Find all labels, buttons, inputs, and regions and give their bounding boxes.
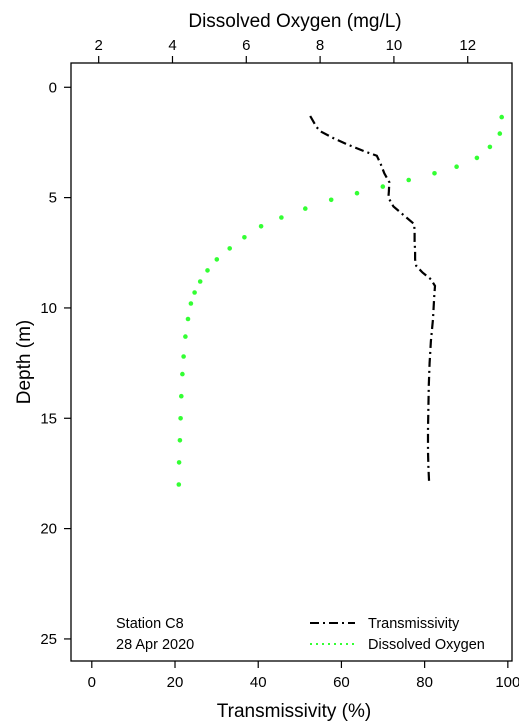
bottom-tick-label: 20 [167, 674, 184, 691]
top-tick-label: 12 [459, 37, 476, 54]
depth-tick-label: 10 [40, 300, 57, 317]
top-axis-title: Dissolved Oxygen (mg/L) [188, 11, 401, 32]
station-label: Station C8 [116, 616, 184, 632]
bottom-axis-title: Transmissivity (%) [217, 701, 371, 722]
date-label: 28 Apr 2020 [116, 637, 194, 653]
top-tick-label: 6 [242, 37, 250, 54]
dissolved-oxygen-point [432, 171, 437, 176]
dissolved-oxygen-point [499, 114, 505, 120]
dissolved-oxygen-point [242, 235, 247, 240]
dissolved-oxygen-point [497, 131, 503, 136]
bottom-tick-label: 100 [495, 674, 519, 691]
dissolved-oxygen-point [487, 144, 493, 150]
dissolved-oxygen-point [303, 206, 308, 211]
dissolved-oxygen-point [177, 438, 183, 443]
bottom-tick-label: 60 [333, 674, 350, 691]
series-dissolved-oxygen [176, 114, 505, 487]
legend-label-transmissivity: Transmissivity [368, 616, 460, 632]
dissolved-oxygen-point [279, 215, 284, 220]
dissolved-oxygen-point [454, 164, 459, 169]
left-axis-ticks: 0 5 10 15 20 25 [40, 79, 71, 648]
bottom-tick-label: 40 [250, 674, 267, 691]
dissolved-oxygen-point [181, 354, 186, 359]
plot-frame [70, 62, 513, 662]
top-tick-label: 2 [95, 37, 103, 54]
left-axis-title: Depth (m) [14, 320, 35, 404]
dissolved-oxygen-point [205, 268, 210, 273]
dissolved-oxygen-point [227, 246, 232, 251]
depth-tick-label: 15 [40, 410, 57, 427]
bottom-tick-label: 0 [88, 674, 96, 691]
dissolved-oxygen-point [406, 177, 412, 183]
dissolved-oxygen-point [185, 316, 191, 322]
dissolved-oxygen-point [258, 224, 264, 229]
top-axis-ticks: 2 4 6 8 10 12 [95, 37, 476, 63]
dissolved-oxygen-point [183, 334, 188, 339]
dissolved-oxygen-point [197, 279, 203, 284]
depth-tick-label: 20 [40, 521, 57, 538]
bottom-axis-ticks: 0 20 40 60 80 100 [88, 661, 519, 691]
dissolved-oxygen-point [354, 190, 360, 196]
dissolved-oxygen-point [188, 301, 194, 306]
dissolved-oxygen-point [176, 482, 182, 487]
dissolved-oxygen-point [328, 197, 334, 203]
depth-tick-label: 5 [49, 190, 57, 207]
top-tick-label: 4 [168, 37, 176, 54]
dissolved-oxygen-point [474, 155, 480, 161]
dissolved-oxygen-point [179, 393, 184, 399]
dissolved-oxygen-point [180, 371, 185, 377]
legend: Transmissivity Dissolved Oxygen [310, 616, 485, 653]
series-layer [176, 114, 505, 487]
dissolved-oxygen-point [192, 290, 197, 295]
depth-tick-label: 0 [49, 79, 57, 96]
bottom-tick-label: 80 [416, 674, 433, 691]
depth-tick-label: 25 [40, 631, 57, 648]
dissolved-oxygen-point [178, 416, 183, 421]
top-tick-label: 10 [386, 37, 403, 54]
series-transmissivity-line [309, 115, 437, 485]
legend-label-dissolved-oxygen: Dissolved Oxygen [368, 637, 485, 653]
top-tick-label: 8 [316, 37, 324, 54]
dissolved-oxygen-point [214, 257, 220, 262]
dissolved-oxygen-point [176, 460, 182, 465]
dissolved-oxygen-point [380, 184, 386, 189]
